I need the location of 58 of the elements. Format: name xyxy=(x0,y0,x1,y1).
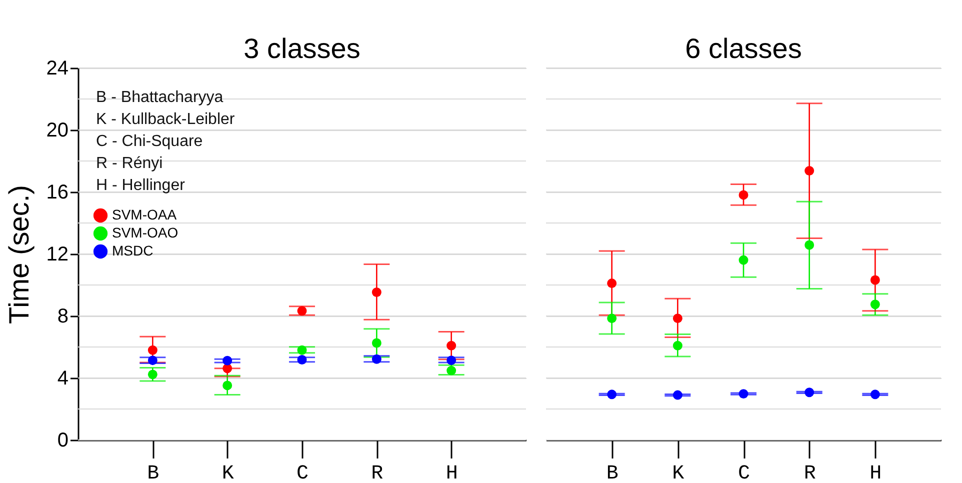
point xyxy=(870,300,880,310)
x-tick-label: R xyxy=(804,462,816,483)
point xyxy=(738,255,748,265)
point xyxy=(297,345,307,355)
x-tick-label: H xyxy=(870,462,882,483)
chart-title: 3 classes xyxy=(244,33,360,64)
annotation: K - Kullback-Leibler xyxy=(96,111,236,128)
annotation: B - Bhattacharyya xyxy=(96,89,224,106)
annotation: C - Chi-Square xyxy=(96,133,203,150)
point xyxy=(297,354,307,364)
x-tick-label: B xyxy=(147,462,160,483)
y-tick-label: 20 xyxy=(46,120,68,142)
point xyxy=(222,380,232,390)
point xyxy=(607,390,617,400)
legend-label: SVM-OAO xyxy=(112,224,178,240)
point xyxy=(804,240,814,250)
point xyxy=(297,306,307,316)
x-tick-label: B xyxy=(606,462,618,483)
annotation: H - Hellinger xyxy=(96,177,186,194)
point xyxy=(148,345,158,355)
x-tick-label: K xyxy=(222,462,234,483)
x-tick-label: C xyxy=(738,462,750,483)
point xyxy=(607,314,617,324)
point xyxy=(607,278,617,288)
y-axis-title: Time (sec.) xyxy=(3,185,34,324)
point xyxy=(804,166,814,176)
point xyxy=(222,356,232,366)
point xyxy=(738,190,748,200)
y-tick-label: 16 xyxy=(46,182,68,204)
x-tick-label: C xyxy=(296,462,309,483)
point xyxy=(672,340,682,350)
point xyxy=(738,389,748,399)
point xyxy=(148,370,158,380)
x-tick-label: K xyxy=(672,462,684,483)
point xyxy=(372,338,382,348)
point xyxy=(870,275,880,285)
y-tick-label: 4 xyxy=(57,368,68,390)
annotation: R - Rényi xyxy=(96,155,163,172)
x-tick-label: R xyxy=(371,462,384,483)
y-tick-label: 12 xyxy=(46,244,68,266)
point xyxy=(672,390,682,400)
legend-label: SVM-OAA xyxy=(112,206,178,222)
point xyxy=(446,366,456,376)
y-tick-label: 24 xyxy=(46,58,68,80)
x-tick-label: H xyxy=(446,462,458,483)
chart-title: 6 classes xyxy=(685,33,802,64)
point xyxy=(446,356,456,366)
point xyxy=(870,390,880,400)
y-tick-label: 8 xyxy=(57,306,68,328)
point xyxy=(222,364,232,374)
point xyxy=(372,288,382,298)
legend-label: MSDC xyxy=(112,242,154,258)
point xyxy=(446,340,456,350)
point xyxy=(804,388,814,398)
point xyxy=(148,356,158,366)
point xyxy=(672,314,682,324)
y-tick-label: 0 xyxy=(57,430,68,452)
point xyxy=(372,354,382,364)
